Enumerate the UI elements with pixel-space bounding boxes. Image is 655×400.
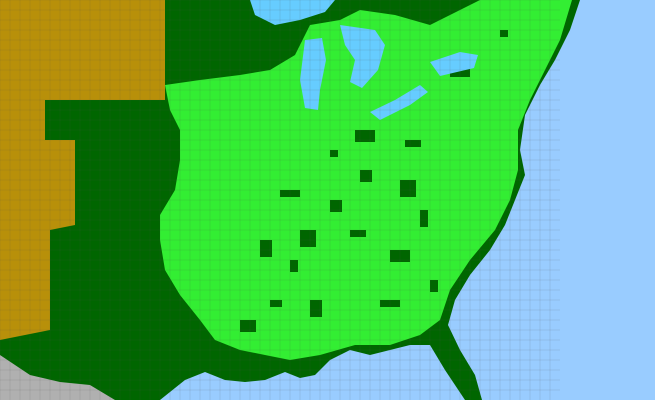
county-patch <box>500 30 508 37</box>
county-patch <box>360 170 372 182</box>
state-present-patches <box>240 30 508 332</box>
county-patch <box>260 240 272 257</box>
lake-erie <box>370 85 428 120</box>
great-lakes <box>250 0 478 120</box>
county-patch <box>240 320 256 332</box>
county-patch <box>330 150 338 157</box>
lake-michigan <box>300 38 326 110</box>
county-patch <box>300 230 316 247</box>
county-patch <box>380 300 400 307</box>
county-patch <box>400 180 416 197</box>
county-patch <box>330 200 342 212</box>
county-patch <box>310 300 322 317</box>
county-borders <box>0 0 560 400</box>
lake-ontario <box>430 52 478 76</box>
county-patch <box>420 210 428 227</box>
county-patch <box>430 280 438 292</box>
mexico-outside-region <box>0 355 115 400</box>
lake-huron <box>340 25 385 88</box>
county-patch <box>270 300 282 307</box>
lake-superior <box>250 0 335 25</box>
county-patch <box>405 140 421 147</box>
county-patch <box>350 230 366 237</box>
county-patch <box>290 260 298 272</box>
absent-region-west <box>0 0 165 340</box>
county-patch <box>280 190 300 197</box>
county-patch <box>355 130 375 142</box>
county-patch <box>390 250 410 262</box>
